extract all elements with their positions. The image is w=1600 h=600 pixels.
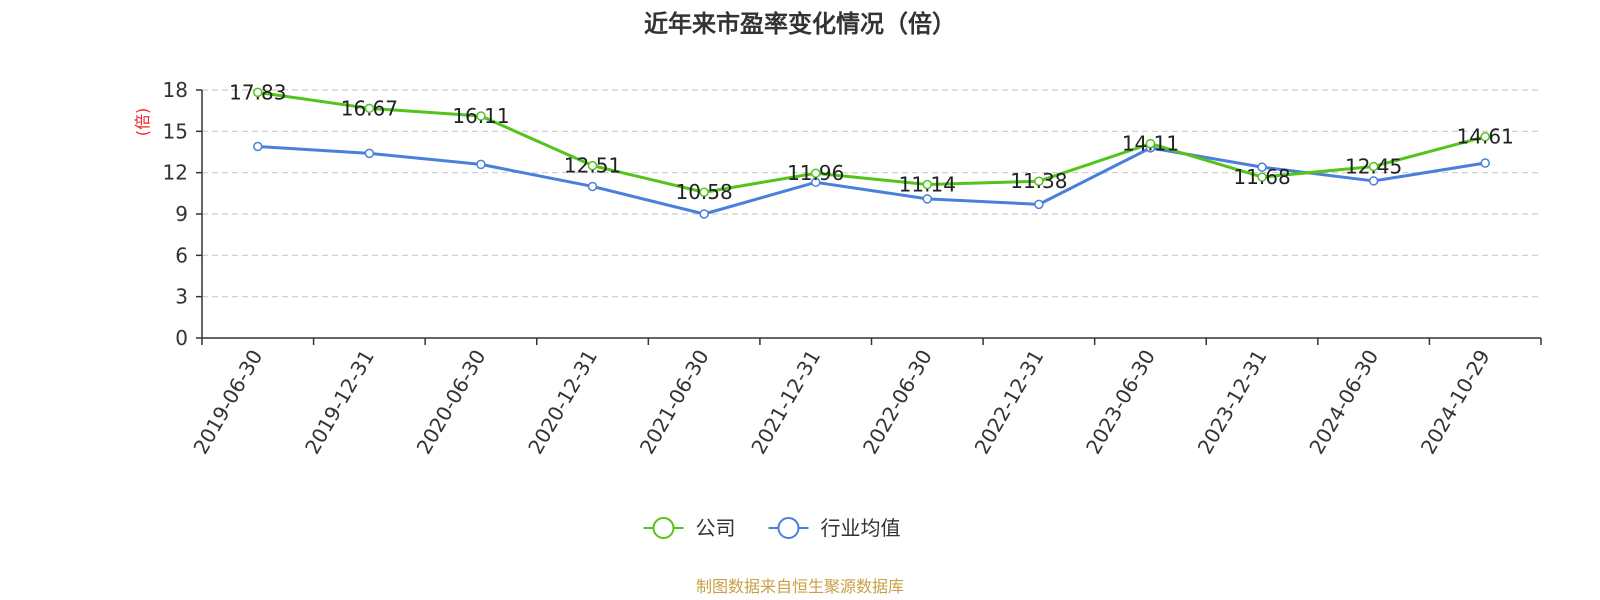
data-point xyxy=(1368,176,1379,186)
x-tick-label: 2022-12-31 xyxy=(969,346,1048,459)
legend-item[interactable]: 行业均值 xyxy=(768,516,901,540)
data-label: 10.58 xyxy=(675,180,732,204)
y-axis-label: (倍) xyxy=(133,108,152,137)
data-label: 17.83 xyxy=(229,80,286,104)
data-point xyxy=(587,160,598,171)
data-labels: 17.83 16.67 16.11 12.51 10.58 11.96 11.14 11.38… xyxy=(229,80,1514,204)
x-tick-label: 2020-12-31 xyxy=(523,346,602,459)
y-tick-label: 15 xyxy=(163,119,188,143)
legend-label: 公司 xyxy=(696,516,736,540)
data-label: 12.45 xyxy=(1345,154,1402,178)
data-label: 12.51 xyxy=(564,154,621,178)
data-point xyxy=(364,103,375,114)
series-line xyxy=(257,90,1486,194)
series xyxy=(253,87,1490,219)
data-point xyxy=(1145,138,1156,149)
data-point xyxy=(1480,131,1490,142)
x-tick-label: 2021-06-30 xyxy=(635,346,714,459)
data-point xyxy=(1480,158,1490,168)
data-point xyxy=(922,194,933,204)
data-point xyxy=(1257,162,1267,172)
data-point xyxy=(476,111,486,121)
chart-title: 近年来市盈率变化情况（倍） xyxy=(644,10,956,38)
series-line xyxy=(257,144,1486,216)
data-label: 11.38 xyxy=(1010,169,1067,193)
x-tick-label: 2019-06-30 xyxy=(188,346,267,459)
y-tick-label: 9 xyxy=(175,202,188,226)
data-point xyxy=(1034,176,1044,186)
x-tick-label: 2020-06-30 xyxy=(412,346,491,459)
data-point xyxy=(810,177,821,188)
data-label: 11.96 xyxy=(787,161,844,185)
data-label: 16.11 xyxy=(452,104,509,128)
x-tick-label: 2022-06-30 xyxy=(858,346,937,459)
x-tick-label: 2021-12-31 xyxy=(746,346,825,459)
data-label: 11.68 xyxy=(1233,165,1290,189)
y-tick-label: 6 xyxy=(175,243,188,267)
legend-marker xyxy=(777,517,800,539)
data-point xyxy=(922,179,933,190)
data-label: 14.61 xyxy=(1457,125,1514,149)
y-tick-label: 3 xyxy=(175,285,188,309)
data-point xyxy=(810,168,821,178)
data-label: 14.11 xyxy=(1122,132,1179,156)
data-point xyxy=(1257,172,1267,182)
x-tick-label: 2019-12-31 xyxy=(300,346,379,459)
legend-label: 行业均值 xyxy=(821,516,901,540)
x-tick-label: 2024-06-30 xyxy=(1304,346,1383,459)
data-point xyxy=(476,159,486,170)
legend-item[interactable]: 公司 xyxy=(643,516,736,540)
data-label: 16.67 xyxy=(341,96,398,120)
y-tick-label: 18 xyxy=(163,78,188,102)
x-tick-label: 2024-10-29 xyxy=(1416,346,1495,459)
data-point xyxy=(1034,199,1044,210)
data-label: 11.14 xyxy=(899,173,956,197)
data-point xyxy=(364,148,375,159)
axes: 0 3 6 9 12 15 18 2019-06-30 2019-12-31 2020-06-30… xyxy=(163,78,1542,459)
grid xyxy=(202,89,1541,298)
data-point xyxy=(253,141,263,152)
source-note: 制图数据来自恒生聚源数据库 xyxy=(696,577,904,596)
data-point xyxy=(253,87,263,98)
legend[interactable]: 公司 行业均值 xyxy=(643,516,901,540)
y-tick-label: 12 xyxy=(163,161,188,185)
x-tick-label: 2023-06-30 xyxy=(1081,346,1160,459)
data-point xyxy=(587,181,598,192)
data-point xyxy=(1368,161,1379,172)
data-point xyxy=(699,187,709,197)
data-point xyxy=(699,209,709,219)
legend-marker xyxy=(652,517,675,539)
y-tick-label: 0 xyxy=(175,326,188,350)
x-tick-label: 2023-12-31 xyxy=(1193,346,1272,459)
